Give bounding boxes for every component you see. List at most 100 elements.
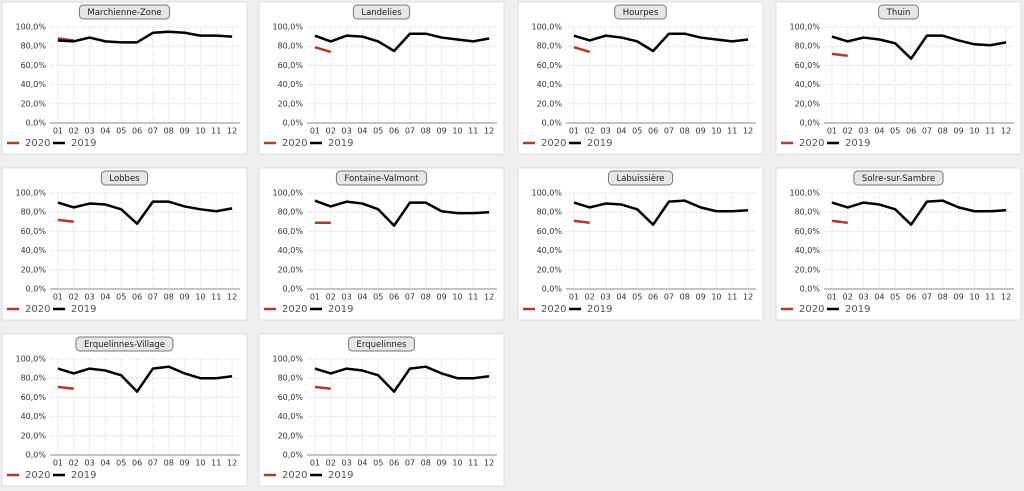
x-tick-label: 09 [695,127,705,136]
x-tick-label: 01 [310,127,320,136]
legend-label: 2020 [799,304,824,315]
x-tick-label: 04 [357,459,367,468]
y-tick-label: 0,0% [283,285,304,294]
x-tick-label: 02 [69,293,79,302]
legend-label: 2019 [71,304,96,315]
y-tick-label: 20,0% [795,99,821,108]
series-line [831,34,1007,60]
x-tick-label: 12 [227,459,237,468]
title-box [853,170,944,186]
x-tick-label: 12 [484,293,494,302]
chart-panel: Thuin 01 02 03 04 05 06 07 08 09 10 11 12 0,0% 20,0% 40… [775,1,1022,155]
chart-title: Solre-sur-Sambre [862,174,935,184]
x-tick-label: 09 [953,127,963,136]
y-tick-label: 40,0% [278,412,304,421]
x-tick-label: 02 [585,127,595,136]
y-tick-label: 60,0% [795,61,821,70]
y-tick-label: 0,0% [800,285,821,294]
x-tick-label: 11 [468,127,478,136]
x-tick-label: 01 [53,127,63,136]
legend-label: 2020 [799,138,824,149]
y-tick-label: 40,0% [537,80,563,89]
legend-label: 2020 [282,470,307,481]
chart-panel: Lobbes 01 02 03 04 05 06 07 08 09 10 11 12 0,0% 20,0% 4… [1,167,248,321]
x-tick-label: 09 [953,293,963,302]
x-tick-label: 06 [648,127,658,136]
x-tick-label: 10 [711,293,721,302]
x-tick-label: 03 [341,459,351,468]
x-tick-label: 08 [421,127,431,136]
y-tick-label: 80,0% [278,208,304,217]
x-tick-label: 02 [326,293,336,302]
x-tick-label: 05 [116,127,126,136]
chart-panel: Labuissière 01 02 03 04 05 06 07 08 09 10 11 12 0,0% 2… [517,167,764,321]
x-tick-label: 10 [711,127,721,136]
x-tick-label: 09 [695,293,705,302]
x-tick-label: 07 [922,293,932,302]
y-tick-label: 60,0% [537,227,563,236]
y-tick-label: 80,0% [795,42,821,51]
x-tick-label: 07 [664,293,674,302]
series-line [57,218,74,224]
x-tick-label: 01 [827,293,837,302]
chart-title: Labuissière [616,173,664,184]
x-tick-label: 10 [969,127,979,136]
y-tick-label: 0,0% [542,285,563,294]
x-tick-label: 05 [373,127,383,136]
x-tick-label: 01 [310,293,320,302]
y-tick-label: 40,0% [795,246,821,255]
y-tick-label: 0,0% [542,119,563,128]
chart-panel: Hourpes 01 02 03 04 05 06 07 08 09 10 11 12 0,0% 20,0%… [517,1,764,155]
x-tick-label: 10 [195,459,205,468]
y-tick-label: 40,0% [278,246,304,255]
x-tick-label: 04 [357,127,367,136]
series-line [314,45,332,54]
x-tick-label: 06 [906,293,916,302]
x-tick-label: 09 [179,127,189,136]
title-box [335,170,428,186]
series-line [314,32,490,53]
x-tick-label: 07 [664,127,674,136]
x-tick-label: 11 [211,293,221,302]
x-tick-label: 04 [616,127,626,136]
y-tick-label: 100,0% [272,23,303,32]
title-box [614,4,667,20]
y-tick-label: 80,0% [278,42,304,51]
x-tick-label: 11 [727,293,737,302]
legend-label: 2019 [845,138,870,149]
y-tick-label: 100,0% [15,189,46,198]
legend-label: 2019 [587,304,612,315]
y-tick-label: 100,0% [15,23,46,32]
y-tick-label: 60,0% [21,227,47,236]
y-tick-label: 0,0% [26,119,47,128]
x-tick-label: 12 [1001,127,1011,136]
legend-label: 2020 [25,470,50,481]
y-tick-label: 40,0% [21,246,47,255]
x-tick-label: 07 [405,293,415,302]
x-tick-label: 08 [164,127,174,136]
x-tick-label: 07 [405,127,415,136]
legend-label: 2019 [328,470,353,481]
chart-title: Hourpes [623,8,659,18]
x-tick-label: 04 [100,293,110,302]
x-tick-label: 04 [100,459,110,468]
y-tick-label: 20,0% [537,99,563,108]
y-tick-label: 20,0% [278,431,304,440]
x-tick-label: 03 [84,293,94,302]
x-tick-label: 06 [132,459,142,468]
chart-panel: Erquelinnes-Village 01 02 03 04 05 06 07 08 09 10 1… [1,333,248,487]
y-tick-label: 20,0% [795,265,821,274]
x-tick-label: 07 [148,293,158,302]
legend-label: 2020 [541,138,566,149]
x-tick-label: 08 [421,459,431,468]
chart-panel: Erquelinnes 01 02 03 04 05 06 07 08 09 10 11 12 0,0% 2… [258,333,505,487]
x-tick-label: 08 [938,293,948,302]
x-tick-label: 01 [53,293,63,302]
legend-label: 2020 [282,138,307,149]
x-tick-label: 09 [436,293,446,302]
series-line [573,32,749,53]
x-tick-label: 11 [211,459,221,468]
x-tick-label: 02 [843,127,853,136]
y-tick-label: 20,0% [278,265,304,274]
chart-title: Erquelinnes [357,340,407,350]
